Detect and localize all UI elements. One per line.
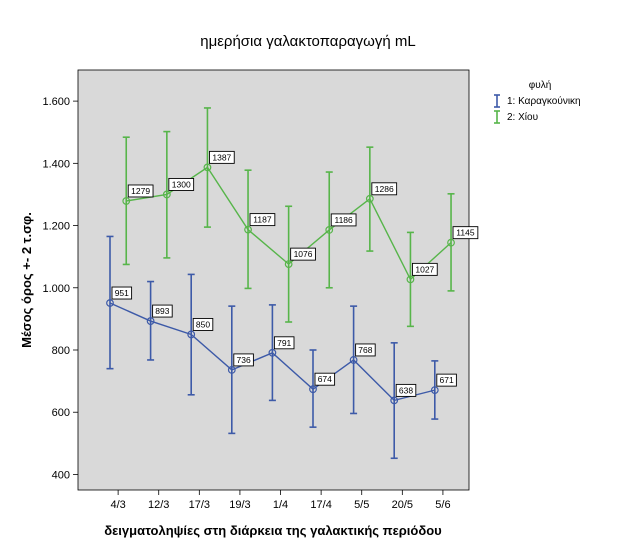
data-label: 1027	[415, 264, 434, 274]
data-label-box	[290, 247, 316, 261]
x-axis-title: δειγματοληψίες στη διάρκεια της γαλακτικ…	[104, 523, 442, 538]
data-point	[203, 163, 212, 172]
data-label-box	[111, 286, 133, 300]
data-point	[309, 385, 317, 394]
x-tick-label: 19/3	[229, 499, 250, 511]
data-label: 893	[155, 306, 169, 316]
data-label-box	[395, 383, 417, 397]
y-axis: 400 600 800 1.000 1.200 1.400 1.600	[42, 96, 78, 481]
series-1: 951 893 850 736 791 674 768 638 671	[106, 235, 457, 460]
data-point	[227, 366, 236, 374]
data-label-box	[273, 336, 295, 350]
series-line	[109, 302, 435, 402]
data-label-box	[249, 213, 276, 227]
data-label: 768	[358, 345, 372, 355]
data-label: 1286	[375, 184, 394, 194]
data-point	[430, 386, 439, 395]
data-point	[349, 356, 358, 364]
data-label-box	[330, 213, 357, 227]
x-axis: 4/3 12/3 17/3 19/3 1/4 17/4 5/5 20/5 5/6	[110, 490, 451, 511]
data-point	[365, 194, 374, 203]
x-tick-label: 1/4	[273, 499, 288, 511]
data-point	[162, 190, 171, 199]
data-label-box	[127, 184, 154, 198]
x-tick-label: 5/6	[435, 499, 450, 511]
x-tick-label: 17/4	[310, 499, 331, 511]
data-point	[106, 299, 114, 307]
data-point	[390, 396, 399, 405]
x-tick-label: 12/3	[148, 499, 169, 511]
data-label-box	[152, 304, 173, 318]
y-tick-label: 1.400	[42, 158, 70, 170]
data-point	[268, 348, 277, 357]
data-label: 638	[399, 385, 413, 395]
data-label: 1186	[334, 215, 353, 225]
series-2: 1279 1300 1387 1187 1076 1186 1286 1027 1145	[122, 107, 479, 328]
data-label: 791	[277, 338, 291, 348]
data-label-box	[314, 372, 336, 386]
data-label-box	[233, 353, 254, 367]
x-tick-label: 20/5	[392, 499, 413, 511]
data-label: 1300	[172, 179, 191, 189]
data-label: 1076	[294, 249, 313, 259]
data-label: 671	[440, 375, 454, 385]
y-tick-label: 600	[52, 407, 70, 419]
data-label-box	[371, 182, 398, 196]
y-tick-label: 800	[52, 345, 70, 357]
data-point	[146, 317, 155, 325]
data-label: 1279	[131, 186, 150, 196]
x-tick-label: 5/5	[354, 499, 369, 511]
data-label-box	[355, 343, 376, 357]
legend-label-series-1: 1: Καραγκούνικη	[507, 95, 581, 107]
legend-item-series-2: 2: Χίου	[494, 110, 538, 124]
data-label-box	[208, 150, 235, 164]
legend-item-series-1: 1: Καραγκούνικη	[494, 94, 581, 108]
y-tick-label: 1.200	[42, 221, 70, 233]
data-label: 736	[237, 355, 251, 365]
data-label: 1387	[212, 152, 231, 162]
data-point	[122, 197, 131, 205]
data-label-box	[192, 317, 214, 331]
data-point	[406, 275, 415, 284]
chart-marks: 9518938507367916747686386711279130013871…	[106, 107, 479, 460]
data-label-box	[411, 262, 438, 276]
data-label: 674	[318, 374, 332, 384]
y-tick-label: 400	[52, 469, 70, 481]
data-label-box	[452, 226, 479, 240]
data-point	[244, 225, 252, 234]
data-label: 850	[196, 319, 210, 329]
data-label-box	[436, 373, 457, 387]
data-point	[187, 330, 196, 339]
y-tick-label: 1.000	[42, 283, 70, 295]
data-point	[325, 226, 334, 234]
data-point	[284, 260, 293, 269]
x-tick-label: 4/3	[110, 499, 125, 511]
data-label-box	[168, 177, 195, 191]
plot-area	[77, 69, 470, 491]
legend-label-series-2: 2: Χίου	[507, 111, 538, 123]
y-axis-title: Μέσος όρος +- 2 τ.σφ.	[19, 212, 34, 348]
data-label: 1145	[456, 228, 475, 238]
chart-title: ημερήσια γαλακτοπαραγωγή mL	[200, 33, 416, 50]
legend-title: φυλή	[529, 79, 552, 91]
legend: φυλή 1: Καραγκούνικη 2: Χίου	[494, 79, 581, 124]
y-tick-label: 1.600	[42, 96, 70, 108]
data-label: 1187	[253, 215, 272, 225]
data-label: 951	[115, 288, 129, 298]
data-point	[447, 238, 455, 247]
x-tick-label: 17/3	[189, 499, 210, 511]
